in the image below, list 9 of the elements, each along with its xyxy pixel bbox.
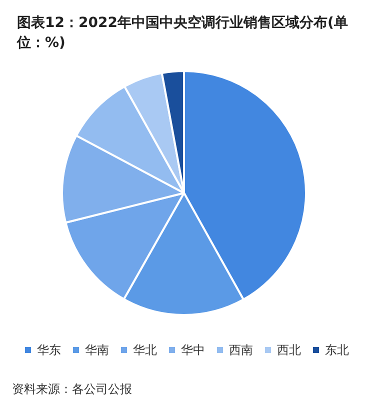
- legend-label: 华中: [181, 343, 205, 357]
- legend-label: 西南: [229, 343, 253, 357]
- legend-label: 西北: [277, 343, 301, 357]
- legend-label: 华东: [37, 343, 61, 357]
- text: 资料来源：各公司公报: [12, 382, 132, 396]
- legend-label: 东北: [325, 343, 349, 357]
- legend-label: 华北: [133, 343, 157, 357]
- chart-title: 图表12：2022年中国中央空调行业销售区域分布(单位：%): [16, 14, 348, 51]
- legend-label: 华南: [85, 343, 109, 357]
